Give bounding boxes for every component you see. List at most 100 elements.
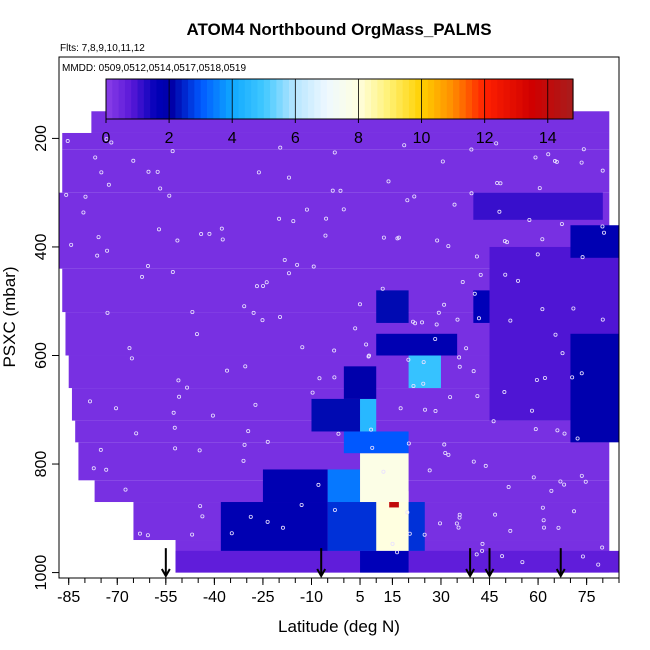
observation-point bbox=[96, 235, 101, 240]
flight-marker-head bbox=[555, 568, 566, 579]
colorbar-cell bbox=[371, 79, 378, 119]
heatmap-layer bbox=[59, 111, 619, 573]
observation-point bbox=[198, 504, 203, 509]
colorbar-cell bbox=[446, 79, 454, 119]
observation-point bbox=[472, 291, 477, 296]
colorbar-cell bbox=[333, 79, 341, 119]
observation-point bbox=[353, 326, 358, 331]
flight-marker-head bbox=[465, 568, 475, 579]
colorbar-cell bbox=[320, 79, 328, 119]
observation-point bbox=[475, 394, 480, 399]
observation-point bbox=[571, 306, 576, 311]
colorbar-cell bbox=[244, 79, 252, 119]
colorbar-cell bbox=[169, 79, 177, 119]
observation-point bbox=[317, 376, 322, 381]
observation-point bbox=[421, 381, 426, 386]
colorbar-cell bbox=[137, 79, 145, 119]
colorbar-cell bbox=[396, 79, 404, 119]
observation-point bbox=[177, 394, 182, 399]
colorbar-cell bbox=[314, 79, 322, 119]
observation-point bbox=[455, 317, 460, 322]
observation-point bbox=[146, 169, 151, 174]
observation-point bbox=[381, 235, 386, 240]
observation-point bbox=[434, 322, 439, 327]
observation-point bbox=[443, 450, 448, 455]
colorbar-ticks: 0 2 4 6 8 10 12 14 bbox=[102, 119, 557, 147]
colorbar-cell bbox=[497, 79, 505, 119]
colorbar-cell bbox=[522, 79, 530, 119]
observation-point bbox=[190, 309, 195, 314]
observation-point bbox=[106, 182, 111, 187]
colorbar-cell bbox=[402, 79, 410, 119]
colorbar-divisions bbox=[168, 79, 549, 119]
observation-point bbox=[471, 369, 476, 374]
observation-point bbox=[304, 207, 309, 212]
observation-point bbox=[171, 410, 176, 415]
observation-point bbox=[480, 541, 485, 546]
x-tick-label: 30 bbox=[432, 589, 450, 606]
flight-marker-head bbox=[316, 568, 327, 579]
observation-point bbox=[446, 452, 451, 457]
colorbar-cell bbox=[440, 79, 448, 119]
observation-point bbox=[541, 518, 546, 523]
observation-point bbox=[190, 532, 195, 537]
observation-point bbox=[469, 191, 474, 196]
heatmap-cell bbox=[343, 431, 409, 454]
observation-point bbox=[95, 253, 100, 258]
observation-point bbox=[581, 147, 586, 152]
colorbar-cell bbox=[383, 79, 391, 119]
observation-point bbox=[134, 431, 139, 436]
colorbar-cell bbox=[503, 79, 511, 119]
heatmap-cell bbox=[360, 550, 409, 573]
observation-point bbox=[332, 150, 337, 155]
observation-point bbox=[506, 485, 511, 490]
y-axis: 200 400 600 800 1000 bbox=[33, 125, 59, 590]
colorbar-cell bbox=[194, 79, 202, 119]
observation-point bbox=[260, 318, 265, 323]
x-tick-label: 5 bbox=[356, 589, 365, 606]
observation-point bbox=[370, 445, 375, 450]
observation-point bbox=[158, 186, 163, 191]
observation-point bbox=[600, 224, 605, 229]
heatmap-cell bbox=[376, 333, 458, 356]
observation-point bbox=[91, 466, 96, 471]
observation-point bbox=[105, 310, 110, 315]
observation-point bbox=[405, 198, 410, 203]
heatmap-cell bbox=[473, 192, 603, 220]
observation-point bbox=[176, 378, 181, 383]
observation-point bbox=[406, 357, 411, 362]
observation-point bbox=[454, 521, 459, 526]
observation-point bbox=[579, 473, 584, 478]
y-tick-label: 800 bbox=[33, 451, 50, 478]
observation-point bbox=[542, 375, 547, 380]
observation-point bbox=[81, 210, 86, 215]
flight-marker-head bbox=[160, 568, 171, 579]
colorbar-cell bbox=[276, 79, 284, 119]
observation-point bbox=[264, 280, 269, 285]
observation-point bbox=[422, 532, 427, 537]
observation-point bbox=[310, 390, 315, 395]
colorbar-cell bbox=[364, 79, 372, 119]
observation-point bbox=[464, 346, 469, 351]
observation-point bbox=[357, 302, 362, 307]
colorbar-cell bbox=[566, 79, 574, 119]
observation-point bbox=[64, 192, 69, 197]
colorbar-cell bbox=[238, 79, 246, 119]
observation-point bbox=[562, 482, 567, 487]
colorbar-tick-label: 8 bbox=[354, 130, 363, 147]
colorbar-cell bbox=[156, 79, 164, 119]
colorbar-cell bbox=[289, 79, 296, 119]
colorbar-cell bbox=[459, 79, 467, 119]
colorbar-cell bbox=[408, 79, 416, 119]
observation-point bbox=[127, 346, 132, 351]
y-axis-label: PSXC (mbar) bbox=[0, 266, 19, 367]
observation-point bbox=[220, 237, 225, 242]
observation-point bbox=[440, 159, 445, 164]
observation-point bbox=[483, 463, 488, 468]
observation-point bbox=[570, 375, 575, 380]
observation-point bbox=[540, 505, 545, 510]
observation-point bbox=[491, 419, 496, 424]
observation-point bbox=[109, 140, 114, 145]
observation-point bbox=[367, 353, 372, 358]
